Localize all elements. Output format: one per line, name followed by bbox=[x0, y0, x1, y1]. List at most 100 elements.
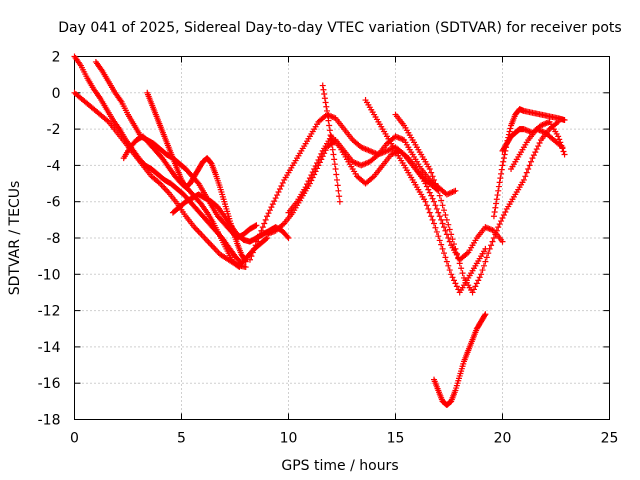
data-point bbox=[441, 250, 448, 257]
data-point bbox=[456, 260, 463, 267]
data-point bbox=[265, 210, 272, 217]
data-point bbox=[485, 250, 492, 257]
data-point bbox=[285, 235, 292, 241]
data-point bbox=[436, 192, 443, 199]
data-point bbox=[423, 202, 430, 209]
data-point bbox=[262, 216, 269, 223]
y-tick-label: 0 bbox=[52, 86, 61, 102]
data-point bbox=[259, 224, 266, 231]
data-point bbox=[523, 169, 530, 176]
data-point bbox=[278, 182, 285, 189]
data-point bbox=[436, 237, 443, 244]
data-point bbox=[470, 286, 477, 293]
data-point bbox=[433, 184, 440, 191]
data-point bbox=[507, 125, 514, 132]
data-point bbox=[438, 241, 445, 248]
data-point bbox=[266, 207, 273, 214]
data-point bbox=[271, 198, 278, 205]
data-point bbox=[426, 189, 433, 196]
x-axis-label: GPS time / hours bbox=[281, 458, 398, 474]
data-point bbox=[275, 189, 282, 196]
data-point bbox=[559, 144, 566, 151]
data-point bbox=[490, 235, 497, 241]
data-point bbox=[318, 150, 325, 157]
series-track-3 bbox=[92, 58, 260, 241]
data-point bbox=[491, 208, 498, 215]
y-tick-label: -10 bbox=[38, 267, 61, 283]
data-point bbox=[495, 183, 502, 190]
data-point bbox=[252, 222, 259, 229]
data-point bbox=[331, 161, 338, 168]
data-point bbox=[455, 255, 462, 262]
data-point bbox=[452, 187, 459, 194]
data-point bbox=[443, 258, 450, 265]
data-point bbox=[445, 235, 452, 241]
data-point bbox=[261, 220, 268, 227]
data-point bbox=[436, 213, 443, 220]
data-point bbox=[263, 235, 270, 242]
data-point bbox=[489, 238, 496, 245]
data-point bbox=[256, 231, 263, 238]
data-point bbox=[497, 175, 504, 182]
data-point bbox=[441, 224, 448, 231]
data-point bbox=[329, 141, 336, 148]
data-point bbox=[480, 262, 487, 269]
data-point bbox=[241, 257, 248, 264]
series-track-11 bbox=[362, 97, 489, 296]
data-point bbox=[450, 277, 457, 284]
data-point bbox=[329, 146, 336, 153]
data-point bbox=[435, 209, 442, 216]
data-point bbox=[253, 222, 260, 229]
data-point bbox=[331, 156, 338, 163]
data-point bbox=[435, 187, 442, 194]
data-point bbox=[319, 82, 326, 89]
data-point bbox=[442, 227, 449, 234]
data-point bbox=[425, 205, 432, 212]
y-tick-label: -6 bbox=[47, 195, 61, 211]
data-point bbox=[488, 242, 495, 249]
data-point bbox=[494, 192, 501, 199]
series-track-12 bbox=[392, 111, 562, 296]
data-point bbox=[493, 196, 500, 203]
data-point bbox=[236, 264, 243, 271]
data-point bbox=[525, 166, 532, 173]
data-point bbox=[529, 155, 536, 162]
data-point bbox=[316, 153, 323, 160]
data-point bbox=[535, 143, 542, 150]
data-point bbox=[332, 166, 339, 173]
x-tick-label: 20 bbox=[494, 431, 512, 447]
series-track-5 bbox=[144, 89, 249, 265]
data-point bbox=[246, 256, 253, 263]
data-point bbox=[330, 151, 337, 158]
data-point bbox=[499, 238, 506, 245]
data-point bbox=[482, 311, 489, 318]
data-point bbox=[284, 233, 291, 240]
data-point bbox=[249, 249, 256, 256]
data-point bbox=[322, 99, 329, 106]
data-points bbox=[71, 53, 568, 408]
y-tick-label: -12 bbox=[38, 304, 61, 320]
data-point bbox=[235, 263, 242, 270]
data-point bbox=[530, 152, 537, 159]
data-point bbox=[439, 202, 446, 209]
series-track-7 bbox=[246, 111, 442, 263]
data-point bbox=[450, 241, 457, 248]
data-point bbox=[429, 216, 436, 223]
data-point bbox=[248, 253, 255, 260]
data-point bbox=[482, 258, 489, 265]
data-point bbox=[431, 220, 438, 227]
x-tick-label: 10 bbox=[280, 431, 298, 447]
data-point bbox=[306, 175, 313, 182]
data-point bbox=[274, 192, 281, 199]
data-point bbox=[500, 158, 507, 165]
data-point bbox=[336, 193, 343, 200]
data-point bbox=[533, 146, 540, 153]
data-point bbox=[472, 283, 479, 290]
chart-title: Day 041 of 2025, Sidereal Day-to-day VTE… bbox=[58, 20, 621, 36]
data-point bbox=[501, 151, 508, 158]
data-point bbox=[442, 254, 449, 261]
data-point bbox=[479, 267, 486, 274]
data-point bbox=[305, 178, 312, 185]
x-tick-label: 5 bbox=[177, 431, 186, 447]
